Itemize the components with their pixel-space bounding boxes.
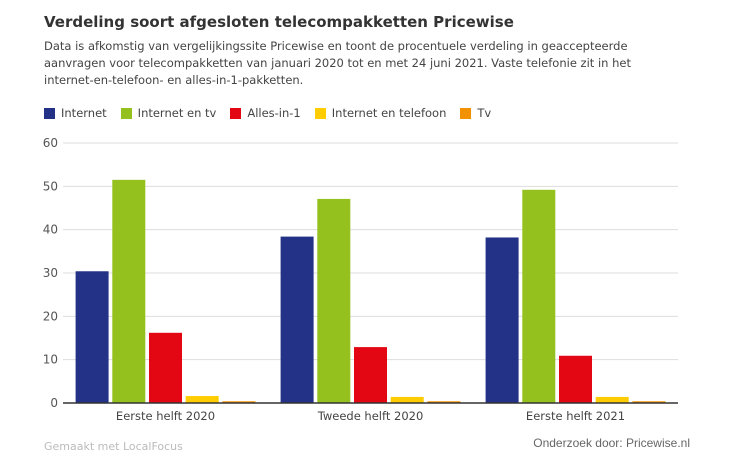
bar-internet-en-tv[interactable] [522, 189, 556, 403]
legend: Internet Internet en tv Alles-in-1 Internet… [44, 106, 491, 120]
x-tick-label: Eerste helft 2020 [116, 409, 215, 423]
y-tick-label: 60 [43, 136, 58, 150]
legend-label: Internet [61, 106, 107, 120]
legend-item[interactable]: Alles-in-1 [230, 106, 301, 120]
legend-item[interactable]: Internet en telefoon [314, 106, 447, 120]
bar-internet-en-telefoon[interactable] [185, 396, 219, 403]
y-tick-label: 0 [50, 396, 58, 410]
bar-internet[interactable] [280, 236, 314, 403]
x-tick-label: Eerste helft 2021 [526, 409, 625, 423]
bar-alles-in-1[interactable] [354, 347, 387, 403]
chart-title: Verdeling soort afgesloten telecompakket… [44, 13, 514, 31]
legend-label: Alles-in-1 [247, 106, 301, 120]
source-note: Onderzoek door: Pricewise.nl [533, 436, 690, 450]
legend-swatch [44, 107, 55, 119]
legend-item[interactable]: Internet [44, 106, 107, 120]
bar-alles-in-1[interactable] [149, 332, 182, 403]
bar-tv[interactable] [222, 401, 256, 403]
bar-tv[interactable] [632, 401, 666, 403]
y-tick-label: 10 [43, 353, 58, 367]
legend-label: Tv [477, 106, 492, 120]
y-tick-label: 30 [43, 266, 58, 280]
legend-item[interactable]: Tv [460, 106, 491, 120]
bar-tv[interactable] [427, 401, 461, 403]
y-tick-label: 40 [43, 223, 58, 237]
legend-swatch [314, 107, 326, 119]
legend-label: Internet en telefoon [331, 106, 447, 120]
x-tick-label: Tweede helft 2020 [317, 409, 424, 423]
legend-swatch [120, 107, 132, 119]
legend-swatch [230, 107, 242, 119]
bar-internet-en-telefoon[interactable] [595, 396, 629, 403]
y-tick-label: 20 [43, 309, 58, 323]
bar-internet[interactable] [75, 271, 109, 403]
bar-internet-en-tv[interactable] [112, 179, 146, 403]
credit-link[interactable]: Gemaakt met LocalFocus [44, 440, 183, 453]
y-tick-label: 50 [43, 179, 58, 193]
legend-item[interactable]: Internet en tv [120, 106, 217, 120]
chart-subtitle: Data is afkomstig van vergelijkingssite … [44, 39, 631, 87]
bar-alles-in-1[interactable] [559, 355, 592, 403]
bar-internet-en-telefoon[interactable] [390, 396, 424, 403]
bar-internet-en-tv[interactable] [317, 198, 351, 403]
legend-swatch [460, 107, 472, 119]
bar-internet[interactable] [485, 237, 519, 403]
legend-label: Internet en tv [137, 106, 217, 120]
